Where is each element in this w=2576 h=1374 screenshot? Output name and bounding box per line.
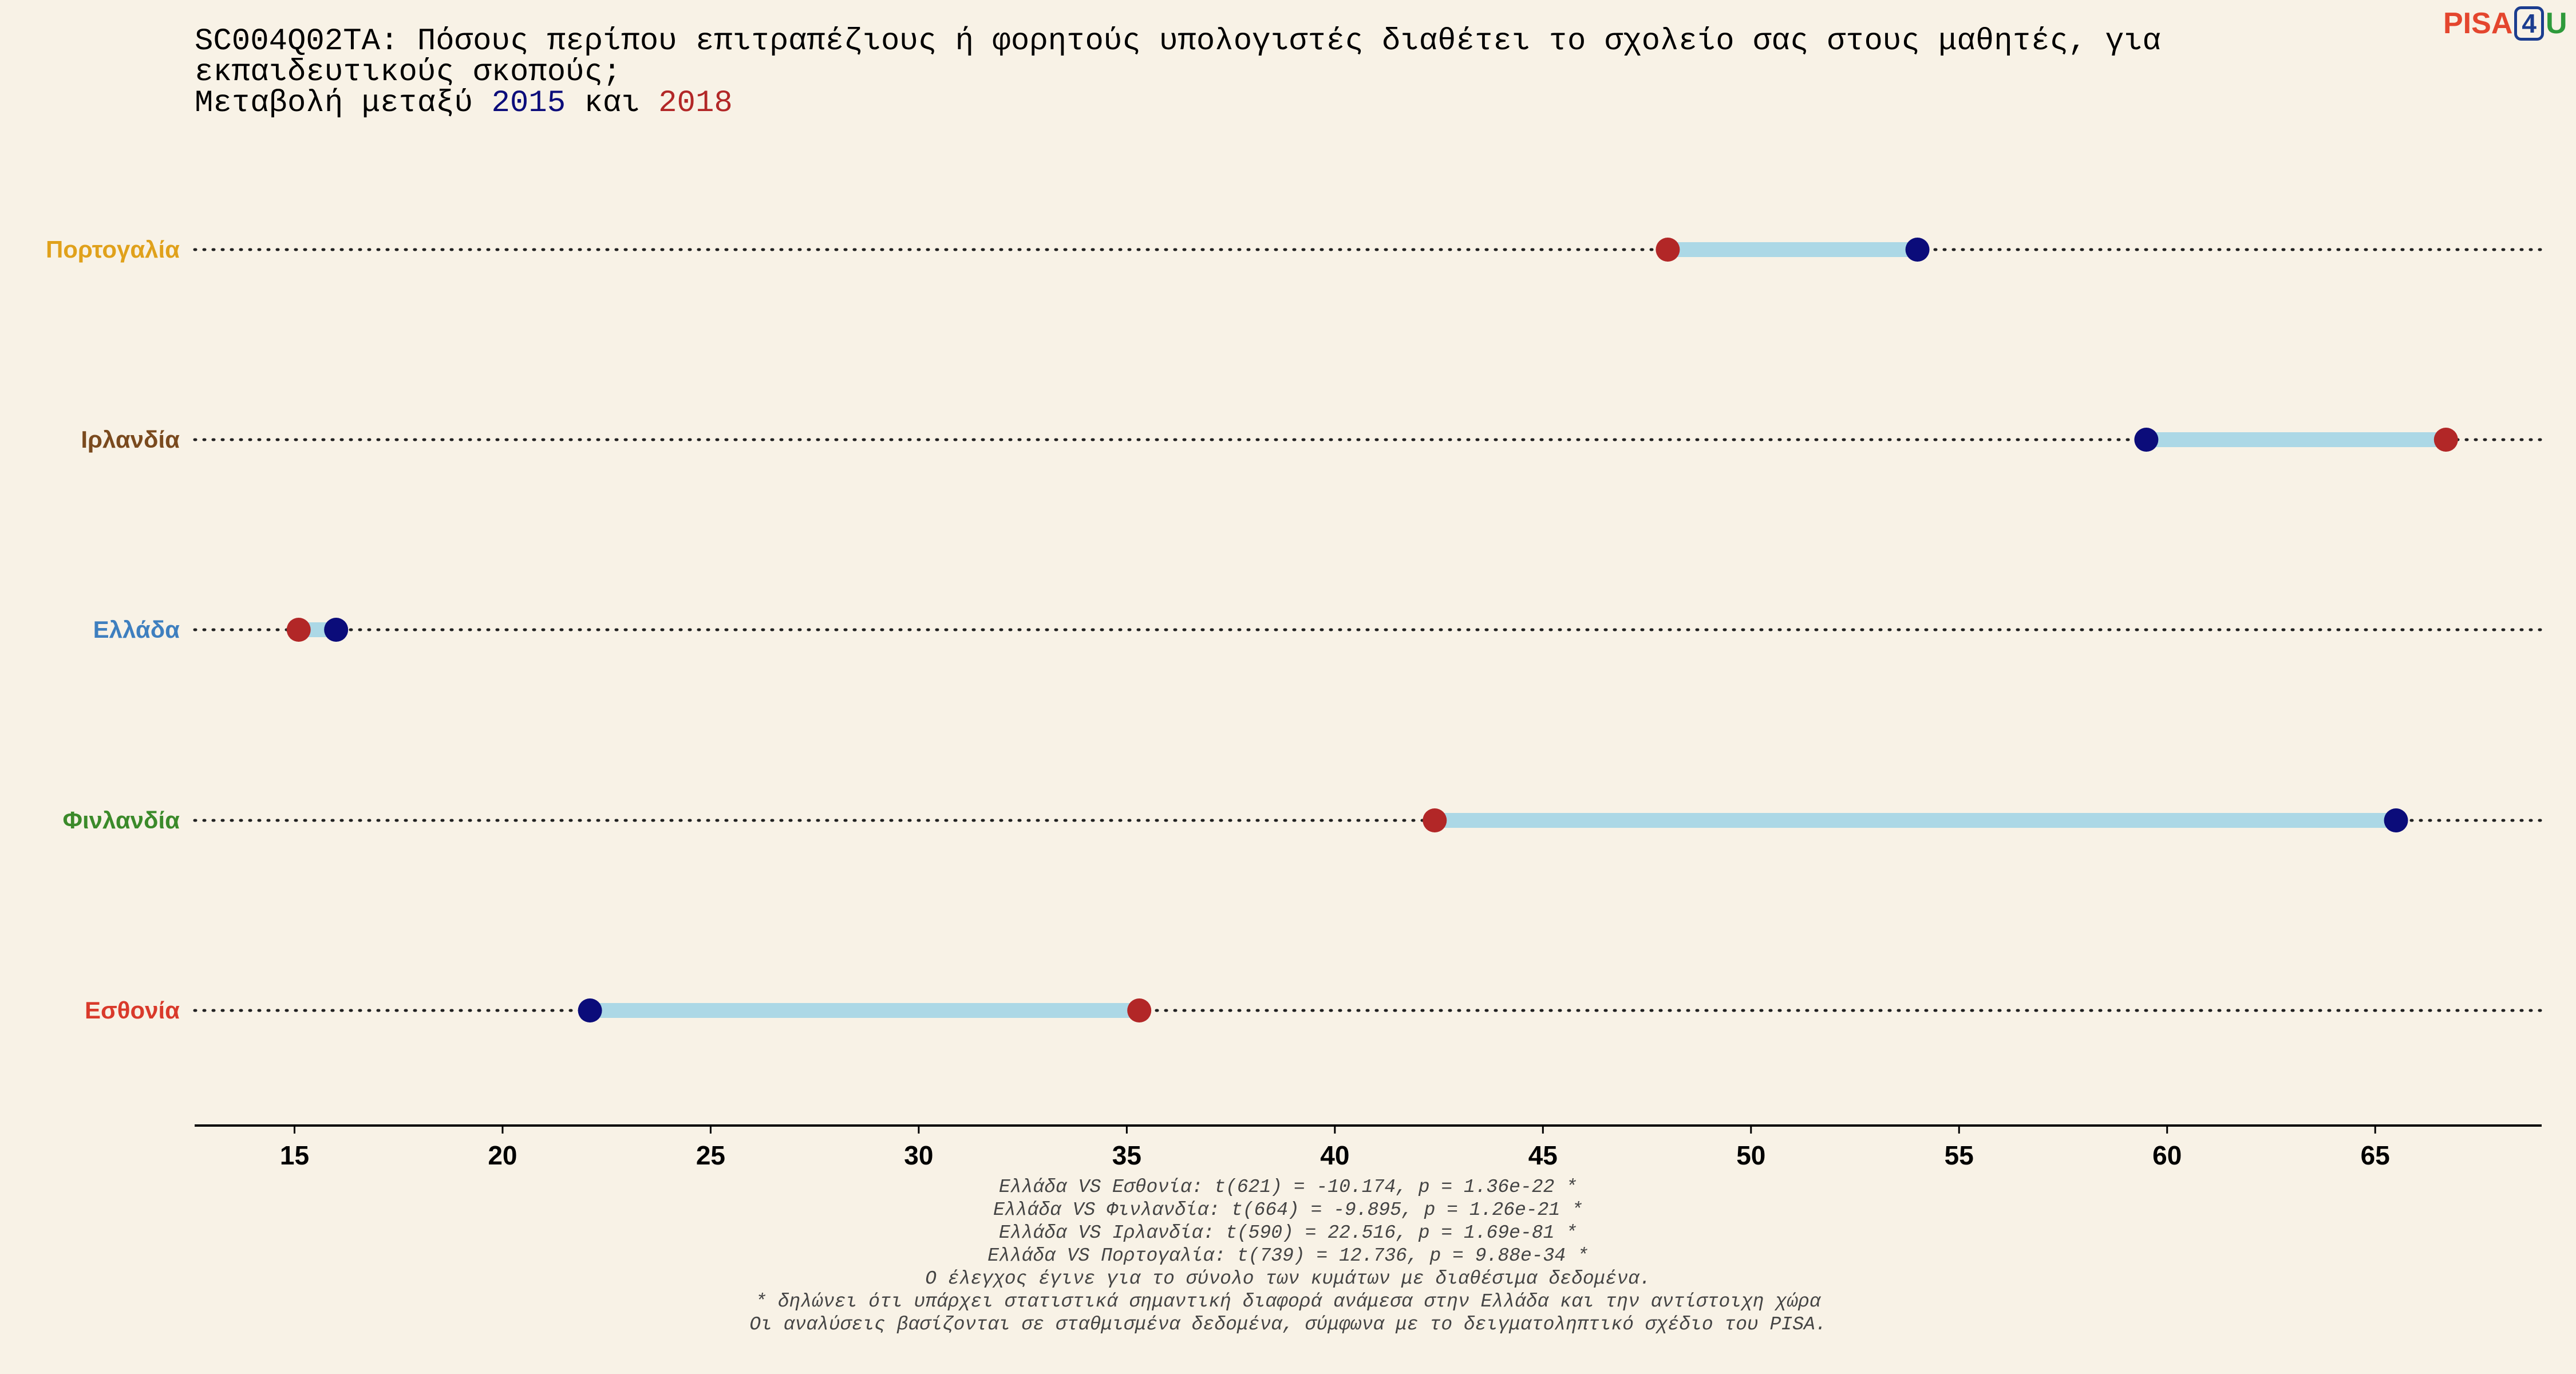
x-tick-label-15: 15 [280, 1140, 309, 1170]
title-line-3: Μεταβολή μεταξύ 2015 και 2018 [195, 88, 2370, 119]
note-line-7: Οι αναλύσεις βασίζονται σε σταθμισμένα δ… [749, 1314, 1827, 1335]
note-line-2: Ελλάδα VS Φινλανδία: t(664) = -9.895, p … [993, 1199, 1583, 1221]
row-4-point-2015 [2384, 808, 2408, 832]
note-line-1: Ελλάδα VS Εσθονία: t(621) = -10.174, p =… [999, 1176, 1577, 1198]
title-prefix: Μεταβολή μεταξύ [195, 86, 492, 121]
x-tick-label-30: 30 [904, 1140, 933, 1170]
row-1-label: Πορτογαλία [46, 236, 180, 263]
row-2-point-2018 [2433, 428, 2458, 452]
year-2015-label: 2015 [491, 86, 566, 121]
statistical-notes: Ελλάδα VS Εσθονία: t(621) = -10.174, p =… [0, 1176, 2576, 1336]
chart-title: SC004Q02TA: Πόσους περίπου επιτραπέζιους… [195, 26, 2370, 119]
data-points [286, 238, 2458, 1022]
x-tick-label-40: 40 [1320, 1140, 1349, 1170]
row-3-point-2015 [324, 618, 349, 642]
row-5-point-2018 [1127, 998, 1152, 1022]
connectors [298, 242, 2446, 1018]
note-line-3: Ελλάδα VS Ιρλανδία: t(590) = 22.516, p =… [999, 1222, 1577, 1243]
logo-pisa-text: PISA [2443, 7, 2513, 40]
row-guides [193, 248, 2543, 1012]
x-tick-label-35: 35 [1112, 1140, 1141, 1170]
x-tick-label-60: 60 [2152, 1140, 2182, 1170]
x-axis: 15 20 25 30 35 40 45 50 55 60 65 [195, 1124, 2542, 1170]
row-4-label: Φινλανδία [63, 807, 180, 834]
note-line-5: Ο έλεγχος έγινε για το σύνολο των κυμάτω… [925, 1268, 1651, 1289]
x-tick-label-45: 45 [1528, 1140, 1558, 1170]
row-5-point-2015 [578, 998, 602, 1022]
pisa4u-logo: PISA 4 U [2443, 6, 2567, 41]
title-mid: και [566, 86, 659, 121]
logo-u-text: U [2545, 7, 2567, 40]
row-1-point-2015 [1905, 238, 1930, 262]
title-line-1: SC004Q02TA: Πόσους περίπου επιτραπέζιους… [195, 24, 2161, 59]
row-5-label: Εσθονία [85, 997, 180, 1024]
x-tick-label-65: 65 [2361, 1140, 2390, 1170]
x-tick-label-55: 55 [1945, 1140, 1974, 1170]
row-2-label: Ιρλανδία [81, 426, 180, 453]
row-3-point-2018 [286, 618, 311, 642]
x-tick-label-25: 25 [696, 1140, 725, 1170]
note-line-4: Ελλάδα VS Πορτογαλία: t(739) = 12.736, p… [987, 1245, 1589, 1266]
logo-four-text: 4 [2514, 6, 2544, 41]
year-2018-label: 2018 [658, 86, 733, 121]
x-tick-label-50: 50 [1736, 1140, 1765, 1170]
note-line-6: * δηλώνει ότι υπάρχει στατιστικά σημαντι… [755, 1291, 1821, 1312]
row-labels: Πορτογαλία Ιρλανδία Ελλάδα Φινλανδία Εσθονία [46, 236, 180, 1024]
x-tick-label-20: 20 [488, 1140, 517, 1170]
row-2-point-2015 [2134, 428, 2159, 452]
row-4-point-2018 [1423, 808, 1447, 832]
title-line-2: εκπαιδευτικούς σκοπούς; [195, 55, 622, 90]
row-3-label: Ελλάδα [93, 616, 180, 643]
row-1-point-2018 [1656, 238, 1680, 262]
